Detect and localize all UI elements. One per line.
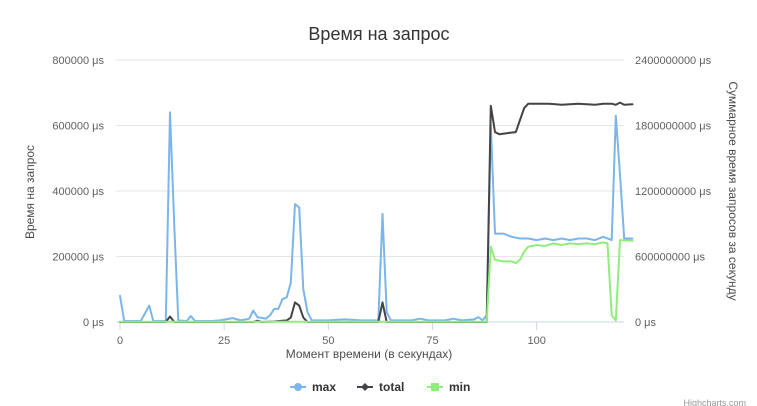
x-axis-ticks: 0 25 50 75 100: [117, 322, 546, 347]
x-tick-label: 25: [218, 335, 230, 347]
x-tick-label: 50: [322, 335, 334, 347]
y2-tick-label: 0 μs: [635, 317, 657, 329]
legend-item-total[interactable]: total: [357, 380, 404, 394]
legend-marker-max: [294, 383, 302, 391]
y2-tick-label: 1200000000 μs: [635, 186, 712, 198]
x-axis-title: Момент времени (в секундах): [286, 347, 453, 361]
x-tick-label: 75: [426, 335, 438, 347]
y-tick-label: 600000 μs: [52, 121, 104, 133]
y2-tick-label: 600000000 μs: [635, 252, 705, 264]
legend-item-min[interactable]: min: [427, 380, 470, 394]
legend-label-total: total: [379, 380, 404, 394]
y2-axis-title: Суммарное время запросов за секунду: [726, 81, 740, 300]
right-axis-ticks: 0 μs 600000000 μs 1200000000 μs 1800000000 …: [635, 55, 712, 329]
chart-title: Время на запрос: [308, 24, 449, 44]
series-line-min[interactable]: [119, 239, 634, 323]
gridlines: [116, 59, 624, 257]
x-tick-label: 100: [527, 335, 545, 347]
legend-marker-total: [361, 383, 369, 391]
y-tick-label: 400000 μs: [52, 186, 104, 198]
legend-item-max[interactable]: max: [290, 380, 336, 394]
credits-link[interactable]: Highcharts.com: [683, 398, 746, 406]
x-tick-label: 0: [117, 335, 123, 347]
series-line-max[interactable]: [119, 111, 634, 322]
y-axis-title: Время на запрос: [23, 145, 37, 239]
y-tick-label: 200000 μs: [52, 252, 104, 264]
y2-tick-label: 2400000000 μs: [635, 55, 712, 67]
legend-label-min: min: [449, 380, 470, 394]
y-tick-label: 0 μs: [83, 317, 105, 329]
y2-tick-label: 1800000000 μs: [635, 121, 712, 133]
y-tick-label: 800000 μs: [52, 55, 104, 67]
legend-label-max: max: [312, 380, 336, 394]
series-line-total[interactable]: [119, 101, 634, 323]
left-axis-ticks: 0 μs 200000 μs 400000 μs 600000 μs 800000 μs: [52, 55, 104, 329]
legend-marker-min: [431, 383, 439, 391]
series-group: [119, 101, 634, 323]
legend: max total min: [290, 380, 470, 394]
